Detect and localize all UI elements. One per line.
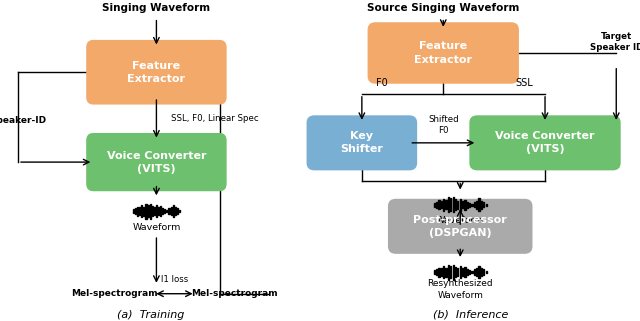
Text: Feature
Extractor: Feature Extractor — [127, 61, 186, 84]
Bar — [472, 204, 473, 206]
Bar — [441, 201, 442, 208]
Bar — [448, 197, 449, 212]
Bar — [441, 268, 442, 276]
Text: Key
Shifter: Key Shifter — [340, 131, 383, 154]
FancyBboxPatch shape — [87, 134, 225, 190]
Bar — [452, 265, 454, 280]
Bar — [455, 199, 456, 210]
Bar — [443, 266, 444, 278]
Bar — [179, 210, 180, 212]
Bar — [462, 268, 463, 276]
Bar — [160, 206, 161, 216]
Text: Voice Converter
(VITS): Voice Converter (VITS) — [107, 151, 206, 174]
Bar — [137, 206, 138, 216]
FancyBboxPatch shape — [389, 200, 531, 253]
Bar — [135, 208, 136, 214]
Text: (b)  Inference: (b) Inference — [433, 309, 508, 320]
Bar — [133, 209, 134, 213]
Bar — [450, 266, 451, 278]
Bar — [170, 207, 172, 215]
Bar — [474, 269, 475, 275]
Text: Waveform: Waveform — [436, 216, 484, 225]
Bar — [158, 207, 159, 215]
Text: Singing Waveform: Singing Waveform — [102, 3, 211, 13]
Bar — [464, 267, 465, 277]
Bar — [479, 198, 480, 211]
Text: SSL: SSL — [516, 78, 534, 88]
Bar — [479, 266, 480, 278]
Bar — [467, 202, 468, 208]
FancyBboxPatch shape — [87, 41, 225, 103]
FancyBboxPatch shape — [369, 23, 518, 83]
Bar — [460, 266, 461, 278]
Bar — [162, 208, 163, 214]
Bar — [443, 199, 444, 211]
Bar — [139, 207, 140, 215]
Bar — [457, 268, 458, 276]
Bar — [469, 203, 470, 206]
Bar — [467, 269, 468, 275]
Bar — [141, 205, 142, 217]
Bar — [175, 207, 176, 215]
Bar — [450, 198, 451, 211]
Text: Speaker-ID: Speaker-ID — [0, 116, 46, 125]
Bar — [460, 199, 461, 211]
Bar — [486, 204, 487, 206]
Text: Mel-spectrogram: Mel-spectrogram — [71, 289, 157, 298]
Bar — [143, 206, 145, 216]
Bar — [434, 203, 435, 206]
Bar — [152, 206, 153, 216]
Bar — [436, 269, 437, 275]
Bar — [455, 267, 456, 277]
Bar — [438, 267, 440, 277]
Text: Post-processor
(DSPGAN): Post-processor (DSPGAN) — [413, 215, 507, 238]
Bar — [462, 201, 463, 208]
Bar — [434, 270, 435, 274]
Text: Mel-spectrogram: Mel-spectrogram — [191, 289, 278, 298]
Bar — [156, 205, 157, 217]
Bar — [448, 265, 449, 280]
Bar — [145, 204, 147, 219]
Bar — [147, 205, 148, 217]
Bar — [483, 269, 484, 275]
Bar — [476, 268, 477, 276]
Text: Source Singing Waveform: Source Singing Waveform — [367, 3, 520, 13]
Bar — [476, 201, 477, 209]
Text: Voice Converter
(VITS): Voice Converter (VITS) — [495, 131, 595, 154]
FancyBboxPatch shape — [470, 116, 620, 169]
Text: (a)  Training: (a) Training — [116, 309, 184, 320]
FancyBboxPatch shape — [308, 116, 416, 169]
Bar — [457, 201, 458, 209]
Bar — [474, 202, 475, 207]
Text: SSL, F0, Linear Spec: SSL, F0, Linear Spec — [172, 114, 259, 123]
Bar — [436, 202, 437, 208]
Bar — [469, 270, 470, 274]
Bar — [438, 200, 440, 209]
Text: Resynthesized
Waveform: Resynthesized Waveform — [428, 280, 493, 300]
Bar — [481, 268, 482, 276]
Text: F0: F0 — [376, 78, 388, 88]
Bar — [472, 271, 473, 273]
Bar — [483, 202, 484, 207]
Text: l1 loss: l1 loss — [161, 275, 188, 284]
Text: Waveform: Waveform — [132, 222, 180, 232]
Bar — [452, 197, 454, 212]
Text: Shifted
F0: Shifted F0 — [428, 115, 459, 135]
Bar — [464, 200, 465, 210]
Bar — [481, 201, 482, 209]
Bar — [164, 209, 165, 213]
Bar — [445, 200, 447, 209]
Bar — [486, 271, 487, 273]
Bar — [168, 208, 170, 214]
Bar — [445, 267, 447, 277]
Text: Target
Speaker ID: Target Speaker ID — [589, 32, 640, 52]
Text: Feature
Extractor: Feature Extractor — [414, 41, 472, 65]
Bar — [154, 207, 155, 215]
Bar — [177, 208, 178, 214]
Bar — [166, 210, 168, 212]
